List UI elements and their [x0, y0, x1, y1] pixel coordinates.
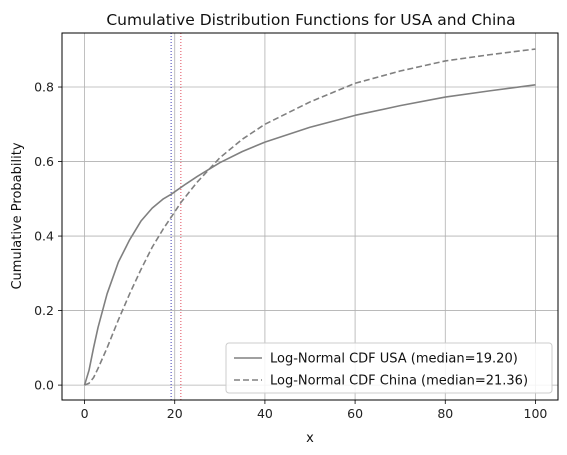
- series-lines: [83, 48, 536, 386]
- y-axis-ticks: 0.0 0.2 0.4 0.6 0.8: [34, 80, 62, 393]
- x-axis-ticks: 0 20 40 60 80 100: [81, 400, 548, 421]
- x-tick-label: 60: [347, 406, 363, 421]
- x-tick-label: 40: [257, 406, 273, 421]
- x-axis-label: x: [306, 431, 314, 446]
- x-tick-label: 100: [524, 406, 548, 421]
- x-tick-label: 0: [81, 406, 89, 421]
- usa-cdf-line: [83, 83, 536, 386]
- y-tick-label: 0.2: [34, 303, 54, 318]
- grid: [62, 33, 558, 400]
- y-tick-label: 0.8: [34, 80, 54, 95]
- y-tick-label: 0.6: [34, 154, 54, 169]
- chart-title: Cumulative Distribution Functions for US…: [106, 11, 515, 29]
- plot-frame: [61, 32, 559, 401]
- y-tick-label: 0.0: [34, 378, 54, 393]
- china-cdf-line: [84, 48, 536, 386]
- legend: Log-Normal CDF USA (median=19.20) Log-Nor…: [225, 342, 553, 394]
- legend-label: Log-Normal CDF China (median=21.36): [270, 374, 528, 389]
- legend-label: Log-Normal CDF USA (median=19.20): [270, 352, 518, 367]
- y-axis-label: Cumulative Probability: [10, 142, 25, 289]
- x-tick-label: 80: [437, 406, 453, 421]
- median-lines: [170, 33, 182, 400]
- legend-box: [225, 342, 553, 394]
- x-tick-label: 20: [167, 406, 183, 421]
- y-tick-label: 0.4: [34, 229, 54, 244]
